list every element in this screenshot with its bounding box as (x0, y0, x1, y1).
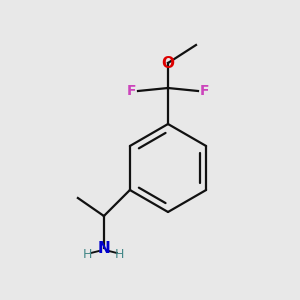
Text: H: H (83, 248, 93, 260)
Text: F: F (127, 84, 136, 98)
Text: O: O (161, 56, 175, 70)
Text: F: F (200, 84, 209, 98)
Text: H: H (115, 248, 124, 260)
Text: N: N (98, 241, 110, 256)
